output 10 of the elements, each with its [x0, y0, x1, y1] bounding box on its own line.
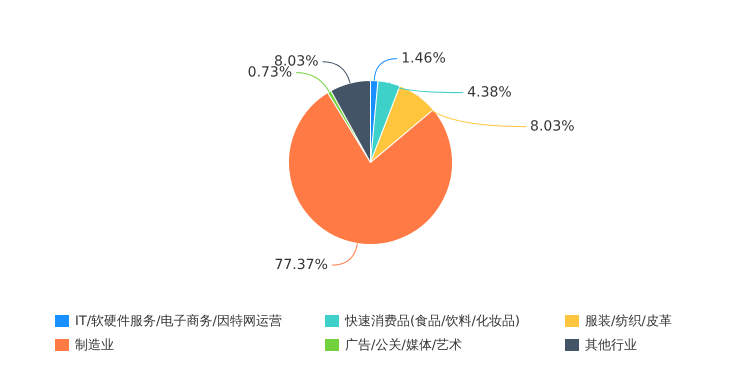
legend-label: IT/软硬件服务/电子商务/因特网运营 — [75, 313, 282, 330]
legend-label: 其他行业 — [585, 337, 637, 354]
legend-label: 快速消费品(食品/饮料/化妆品) — [345, 313, 520, 330]
legend-label: 广告/公关/媒体/艺术 — [345, 337, 462, 354]
legend-label: 制造业 — [75, 337, 114, 354]
data-label: 8.03% — [530, 118, 575, 134]
legend-label: 服装/纺织/皮革 — [585, 313, 672, 330]
data-label: 77.37% — [274, 256, 328, 273]
data-label: 1.46% — [401, 50, 446, 66]
data-label: 4.38% — [467, 84, 512, 100]
